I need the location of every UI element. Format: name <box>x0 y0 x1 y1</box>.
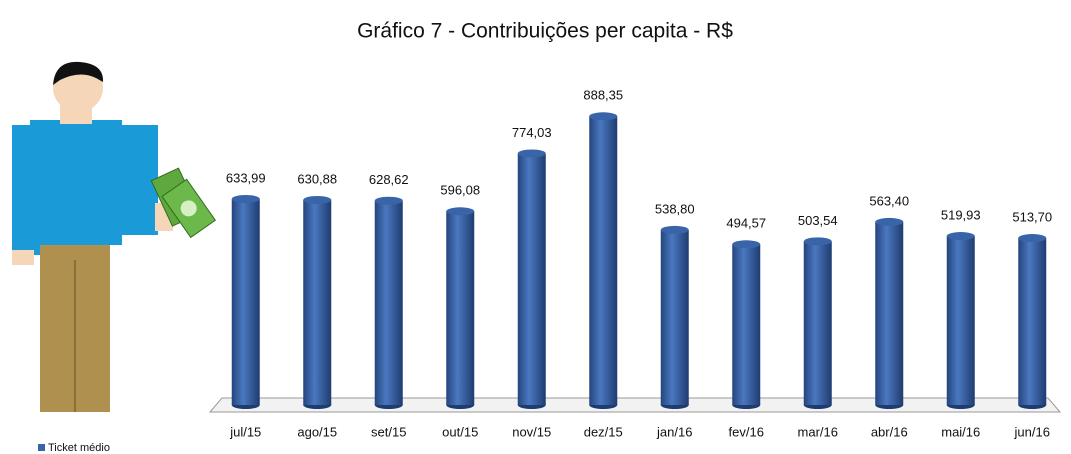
legend-swatch <box>38 444 45 451</box>
x-tick-label: out/15 <box>442 424 478 439</box>
bar <box>661 230 689 405</box>
value-label: 633,99 <box>226 170 266 185</box>
value-label: 596,08 <box>440 183 480 198</box>
value-label: 519,93 <box>941 207 981 222</box>
bar-cap <box>446 207 474 215</box>
chart: Gráfico 7 - Contribuições per capita - R… <box>0 0 1071 454</box>
x-tick-label: dez/15 <box>584 424 623 439</box>
bar-cap <box>947 232 975 240</box>
bar-cap <box>1018 234 1046 242</box>
bar-cap <box>518 149 546 157</box>
bar-cap <box>375 197 403 205</box>
value-label: 538,80 <box>655 201 695 216</box>
bar <box>732 244 760 405</box>
value-label: 630,88 <box>297 171 337 186</box>
bar-cap <box>661 226 689 234</box>
bar <box>232 199 260 405</box>
bar <box>947 236 975 405</box>
x-tick-label: fev/16 <box>729 424 764 439</box>
bar-cap <box>875 218 903 226</box>
value-label: 774,03 <box>512 125 552 140</box>
x-tick-label: mar/16 <box>798 424 838 439</box>
bar <box>804 241 832 405</box>
bar <box>303 200 331 405</box>
person-illustration <box>12 62 215 412</box>
x-tick-label: nov/15 <box>512 424 551 439</box>
x-tick-label: ago/15 <box>297 424 337 439</box>
bar-cap <box>589 112 617 120</box>
x-tick-label: abr/16 <box>871 424 908 439</box>
value-label: 888,35 <box>583 88 623 103</box>
x-tick-label: jan/16 <box>656 424 692 439</box>
chart-title: Gráfico 7 - Contribuições per capita - R… <box>357 20 733 43</box>
value-label: 494,57 <box>726 216 766 231</box>
bar-cap <box>732 240 760 248</box>
value-label: 503,54 <box>798 213 838 228</box>
x-tick-label: jul/15 <box>229 424 261 439</box>
bar <box>518 153 546 405</box>
bar <box>1018 238 1046 405</box>
x-tick-label: set/15 <box>371 424 406 439</box>
bar <box>375 201 403 405</box>
bar <box>875 222 903 405</box>
value-label: 628,62 <box>369 172 409 187</box>
bar-cap <box>232 195 260 203</box>
bar <box>446 211 474 405</box>
x-tick-label: mai/16 <box>941 424 980 439</box>
legend-label: Ticket médio <box>48 442 110 454</box>
x-tick-label: jun/16 <box>1014 424 1050 439</box>
value-label: 513,70 <box>1012 209 1052 224</box>
bar <box>589 116 617 405</box>
value-label: 563,40 <box>869 193 909 208</box>
bar-cap <box>804 237 832 245</box>
floor <box>210 398 1060 412</box>
bar-cap <box>303 196 331 204</box>
